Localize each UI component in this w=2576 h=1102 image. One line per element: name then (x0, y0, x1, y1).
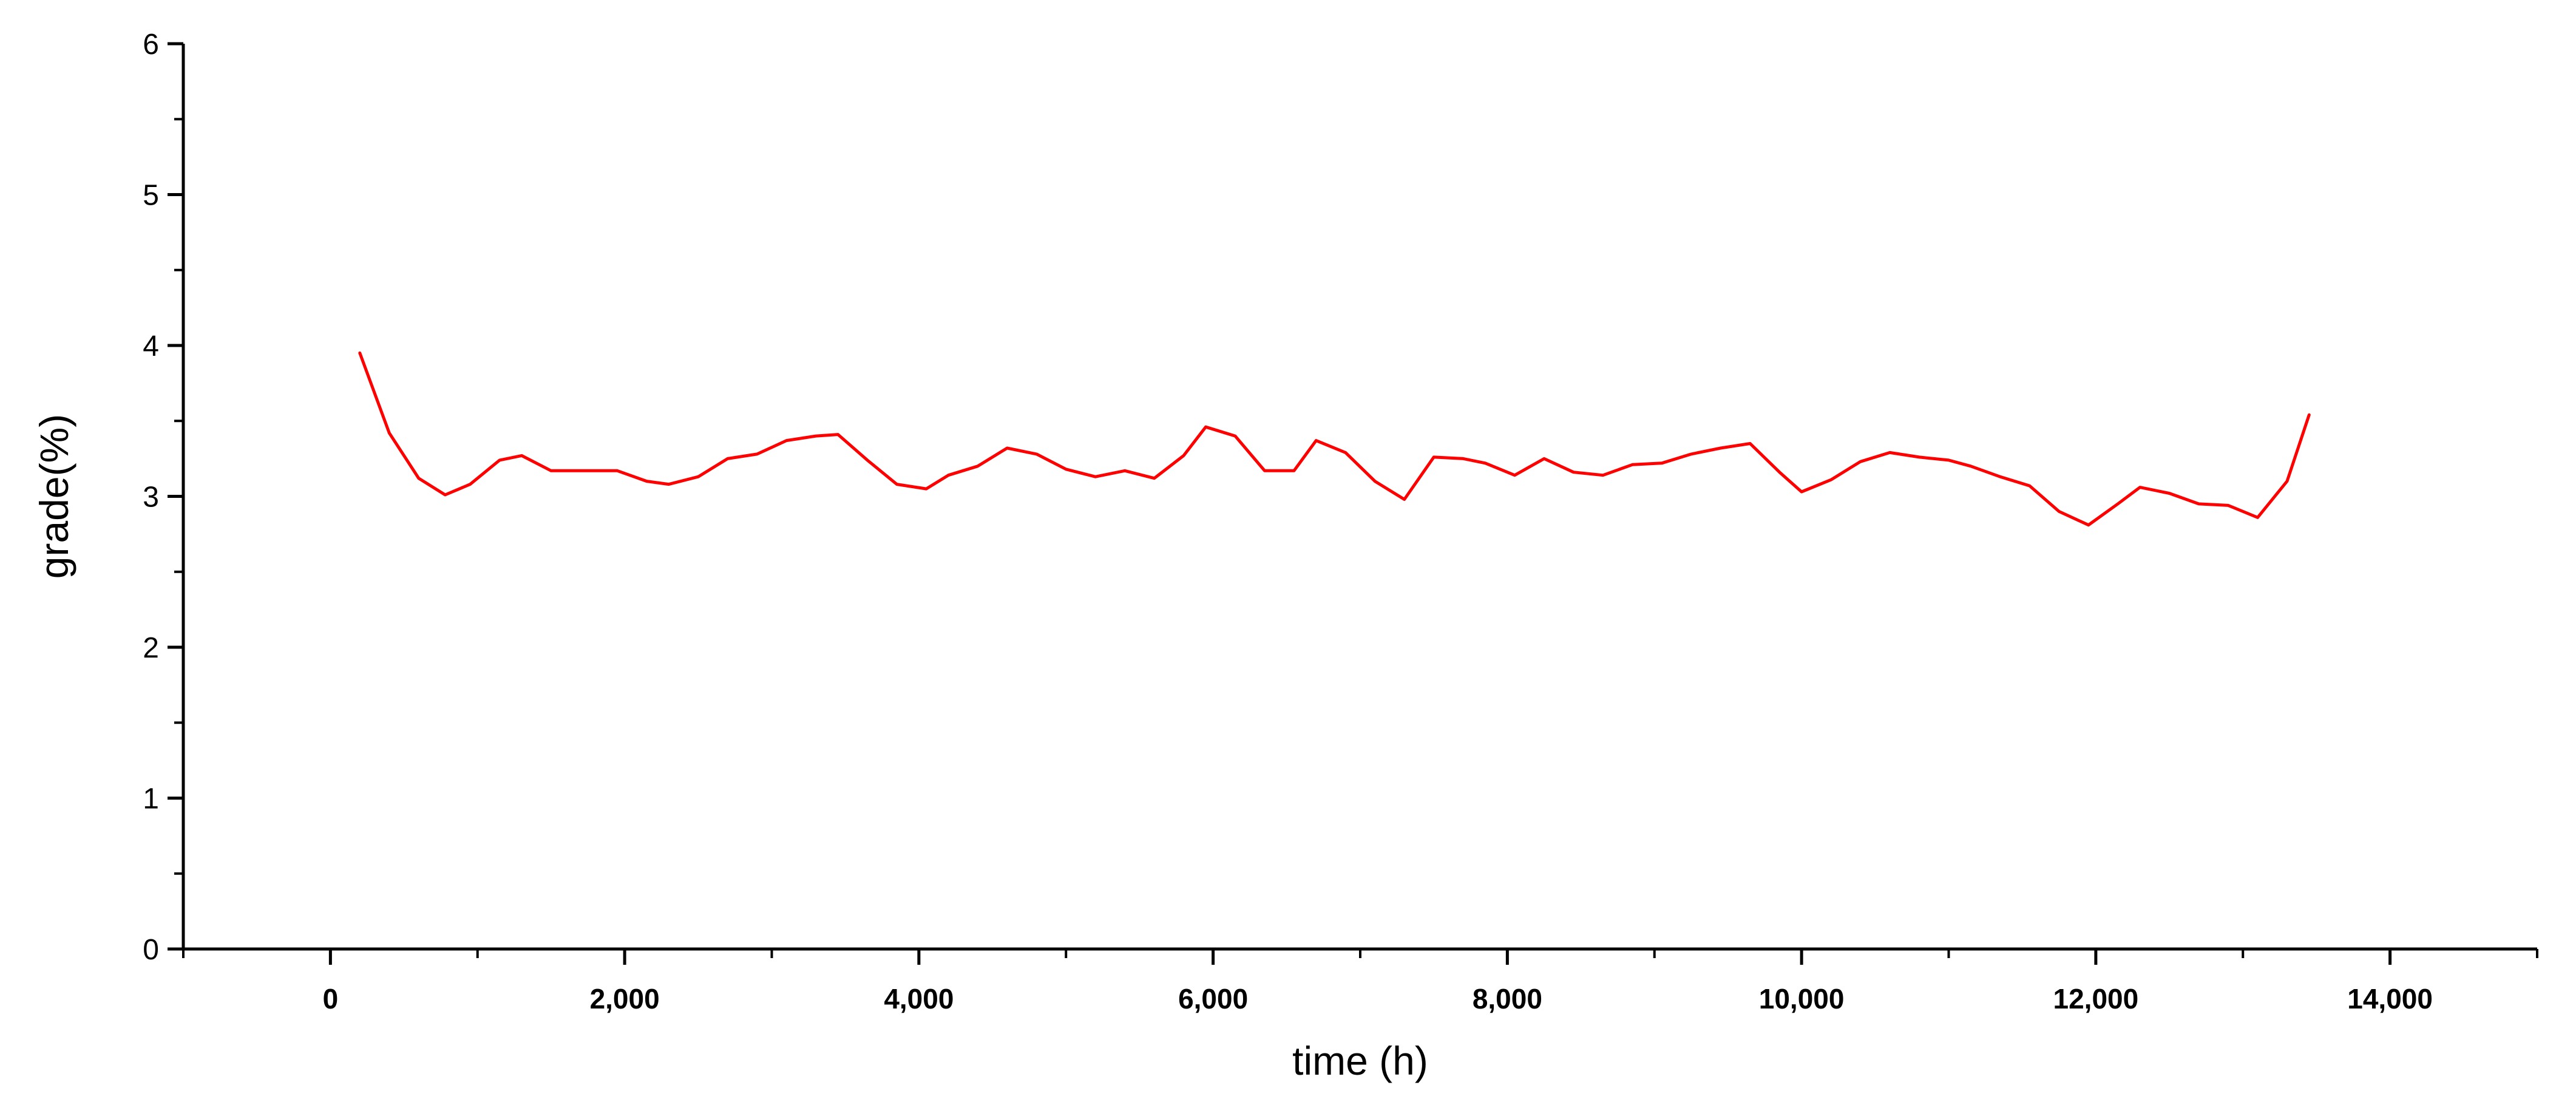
y-tick-label: 0 (143, 934, 159, 966)
series-line-0 (358, 351, 2311, 527)
x-tick-label: 10,000 (1759, 983, 1845, 1015)
y-tick-label: 1 (143, 783, 159, 815)
x-tick-label: 2,000 (590, 983, 660, 1015)
x-tick-label: 4,000 (884, 983, 954, 1015)
x-tick-label: 0 (323, 983, 339, 1015)
y-tick-label: 4 (143, 330, 159, 362)
y-tick-label: 6 (143, 29, 159, 61)
x-tick-label: 6,000 (1178, 983, 1248, 1015)
y-tick-label: 2 (143, 632, 159, 664)
y-axis-ticks: 0 1 2 3 4 5 6 (143, 29, 183, 966)
y-tick-label: 5 (143, 180, 159, 212)
x-tick-label: 14,000 (2347, 983, 2433, 1015)
y-axis-title: grade(%) (32, 414, 76, 579)
x-axis-ticks: 0 2,000 4,000 6,000 8,000 10,000 12,000 14,000 (182, 949, 2538, 1015)
x-axis-title: time (h) (1292, 1038, 1428, 1083)
x-tick-label: 12,000 (2053, 983, 2139, 1015)
y-tick-label: 3 (143, 481, 159, 514)
axes (181, 44, 2537, 951)
series-layer (358, 351, 2311, 527)
x-tick-label: 8,000 (1473, 983, 1542, 1015)
